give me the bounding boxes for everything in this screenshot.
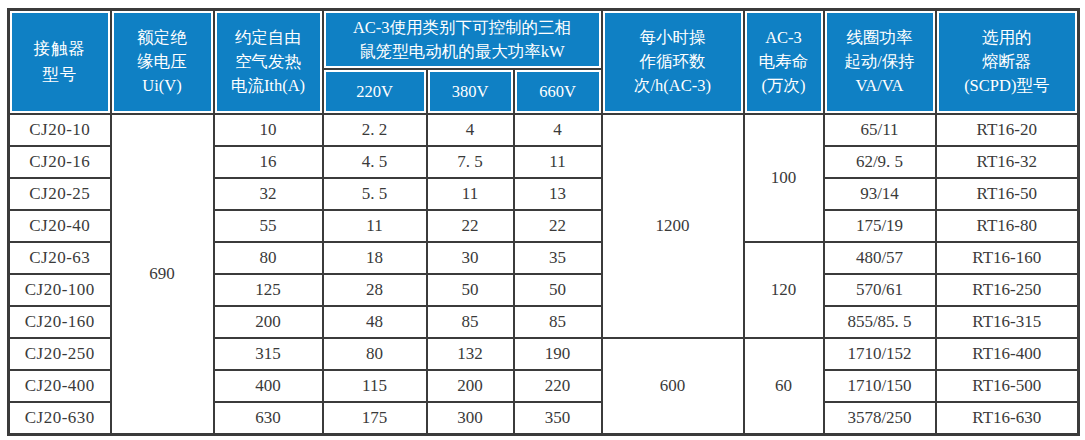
cell-fuse: RT16-315 — [936, 306, 1079, 338]
cell-life-120: 120 — [744, 242, 824, 338]
cell-fuse: RT16-500 — [936, 370, 1079, 402]
cell-life-60: 60 — [744, 338, 824, 435]
cell-model: CJ20-160 — [9, 306, 111, 338]
cell-p660: 11 — [514, 146, 602, 178]
cell-p380: 85 — [427, 306, 514, 338]
cell-model: CJ20-250 — [9, 338, 111, 370]
header-220v: 220V — [323, 69, 427, 114]
cell-ith: 32 — [214, 178, 323, 210]
cell-fuse: RT16-630 — [936, 402, 1079, 435]
header-thermal-current: 约定自由 空气发热 电流Ith(A) — [214, 10, 323, 115]
cell-coil: 1710/150 — [824, 370, 936, 402]
cell-ith: 55 — [214, 210, 323, 242]
cell-p660: 13 — [514, 178, 602, 210]
cell-p220: 4. 5 — [323, 146, 427, 178]
cell-coil: 175/19 — [824, 210, 936, 242]
cell-p660: 190 — [514, 338, 602, 370]
cell-fuse: RT16-50 — [936, 178, 1079, 210]
cell-coil: 93/14 — [824, 178, 936, 210]
cell-coil: 1710/152 — [824, 338, 936, 370]
header-ac3-max-power: AC-3使用类别下可控制的三相 鼠笼型电动机的最大功率kW — [323, 10, 602, 70]
cell-p660: 4 — [514, 114, 602, 146]
header-electrical-life: AC-3 电寿命 (万次) — [744, 10, 824, 115]
cell-p380: 50 — [427, 274, 514, 306]
header-380v: 380V — [427, 69, 514, 114]
cell-p220: 28 — [323, 274, 427, 306]
cell-life-100: 100 — [744, 114, 824, 242]
cell-p380: 300 — [427, 402, 514, 435]
cell-p220: 2. 2 — [323, 114, 427, 146]
table-row: CJ20-10 690 10 2. 2 4 4 1200 100 65/11 R… — [9, 114, 1079, 146]
cell-p660: 85 — [514, 306, 602, 338]
page: 接触器 型号 额定绝 缘电压 Ui(V) 约定自由 空气发热 电流Ith(A) … — [0, 0, 1085, 440]
cell-model: CJ20-630 — [9, 402, 111, 435]
cell-p660: 50 — [514, 274, 602, 306]
cell-cycles-600: 600 — [602, 338, 744, 435]
cell-model: CJ20-40 — [9, 210, 111, 242]
cell-ith: 200 — [214, 306, 323, 338]
cell-model: CJ20-400 — [9, 370, 111, 402]
cell-p380: 4 — [427, 114, 514, 146]
cell-cycles-1200: 1200 — [602, 114, 744, 338]
cell-p380: 11 — [427, 178, 514, 210]
cell-p220: 18 — [323, 242, 427, 274]
cell-coil: 3578/250 — [824, 402, 936, 435]
cell-ith: 125 — [214, 274, 323, 306]
cell-fuse: RT16-20 — [936, 114, 1079, 146]
cell-fuse: RT16-400 — [936, 338, 1079, 370]
cell-p380: 200 — [427, 370, 514, 402]
cell-ui-merged: 690 — [111, 114, 214, 435]
cell-ith: 10 — [214, 114, 323, 146]
header-insulation-voltage: 额定绝 缘电压 Ui(V) — [111, 10, 214, 115]
cell-coil: 65/11 — [824, 114, 936, 146]
cell-model: CJ20-100 — [9, 274, 111, 306]
cell-model: CJ20-25 — [9, 178, 111, 210]
cell-p660: 350 — [514, 402, 602, 435]
cell-fuse: RT16-250 — [936, 274, 1079, 306]
contactor-spec-table: 接触器 型号 额定绝 缘电压 Ui(V) 约定自由 空气发热 电流Ith(A) … — [7, 8, 1080, 436]
cell-p380: 22 — [427, 210, 514, 242]
cell-p660: 35 — [514, 242, 602, 274]
cell-p220: 175 — [323, 402, 427, 435]
cell-ith: 315 — [214, 338, 323, 370]
cell-coil: 570/61 — [824, 274, 936, 306]
cell-p220: 5. 5 — [323, 178, 427, 210]
cell-p380: 7. 5 — [427, 146, 514, 178]
cell-p220: 80 — [323, 338, 427, 370]
header-660v: 660V — [514, 69, 602, 114]
cell-ith: 16 — [214, 146, 323, 178]
cell-model: CJ20-63 — [9, 242, 111, 274]
cell-p220: 48 — [323, 306, 427, 338]
cell-ith: 630 — [214, 402, 323, 435]
cell-p660: 22 — [514, 210, 602, 242]
cell-coil: 480/57 — [824, 242, 936, 274]
cell-p380: 30 — [427, 242, 514, 274]
cell-coil: 855/85. 5 — [824, 306, 936, 338]
header-fuse-model: 选用的 熔断器 (SCPD)型号 — [936, 10, 1079, 115]
cell-ith: 400 — [214, 370, 323, 402]
cell-fuse: RT16-32 — [936, 146, 1079, 178]
cell-fuse: RT16-80 — [936, 210, 1079, 242]
cell-p220: 11 — [323, 210, 427, 242]
cell-p380: 132 — [427, 338, 514, 370]
cell-fuse: RT16-160 — [936, 242, 1079, 274]
cell-ith: 80 — [214, 242, 323, 274]
cell-coil: 62/9. 5 — [824, 146, 936, 178]
cell-model: CJ20-10 — [9, 114, 111, 146]
header-cycles-per-hour: 每小时操 作循环数 次/h(AC-3) — [602, 10, 744, 115]
cell-model: CJ20-16 — [9, 146, 111, 178]
cell-p220: 115 — [323, 370, 427, 402]
header-model: 接触器 型号 — [9, 10, 111, 115]
header-coil-power: 线圈功率 起动/保持 VA/VA — [824, 10, 936, 115]
cell-p660: 220 — [514, 370, 602, 402]
